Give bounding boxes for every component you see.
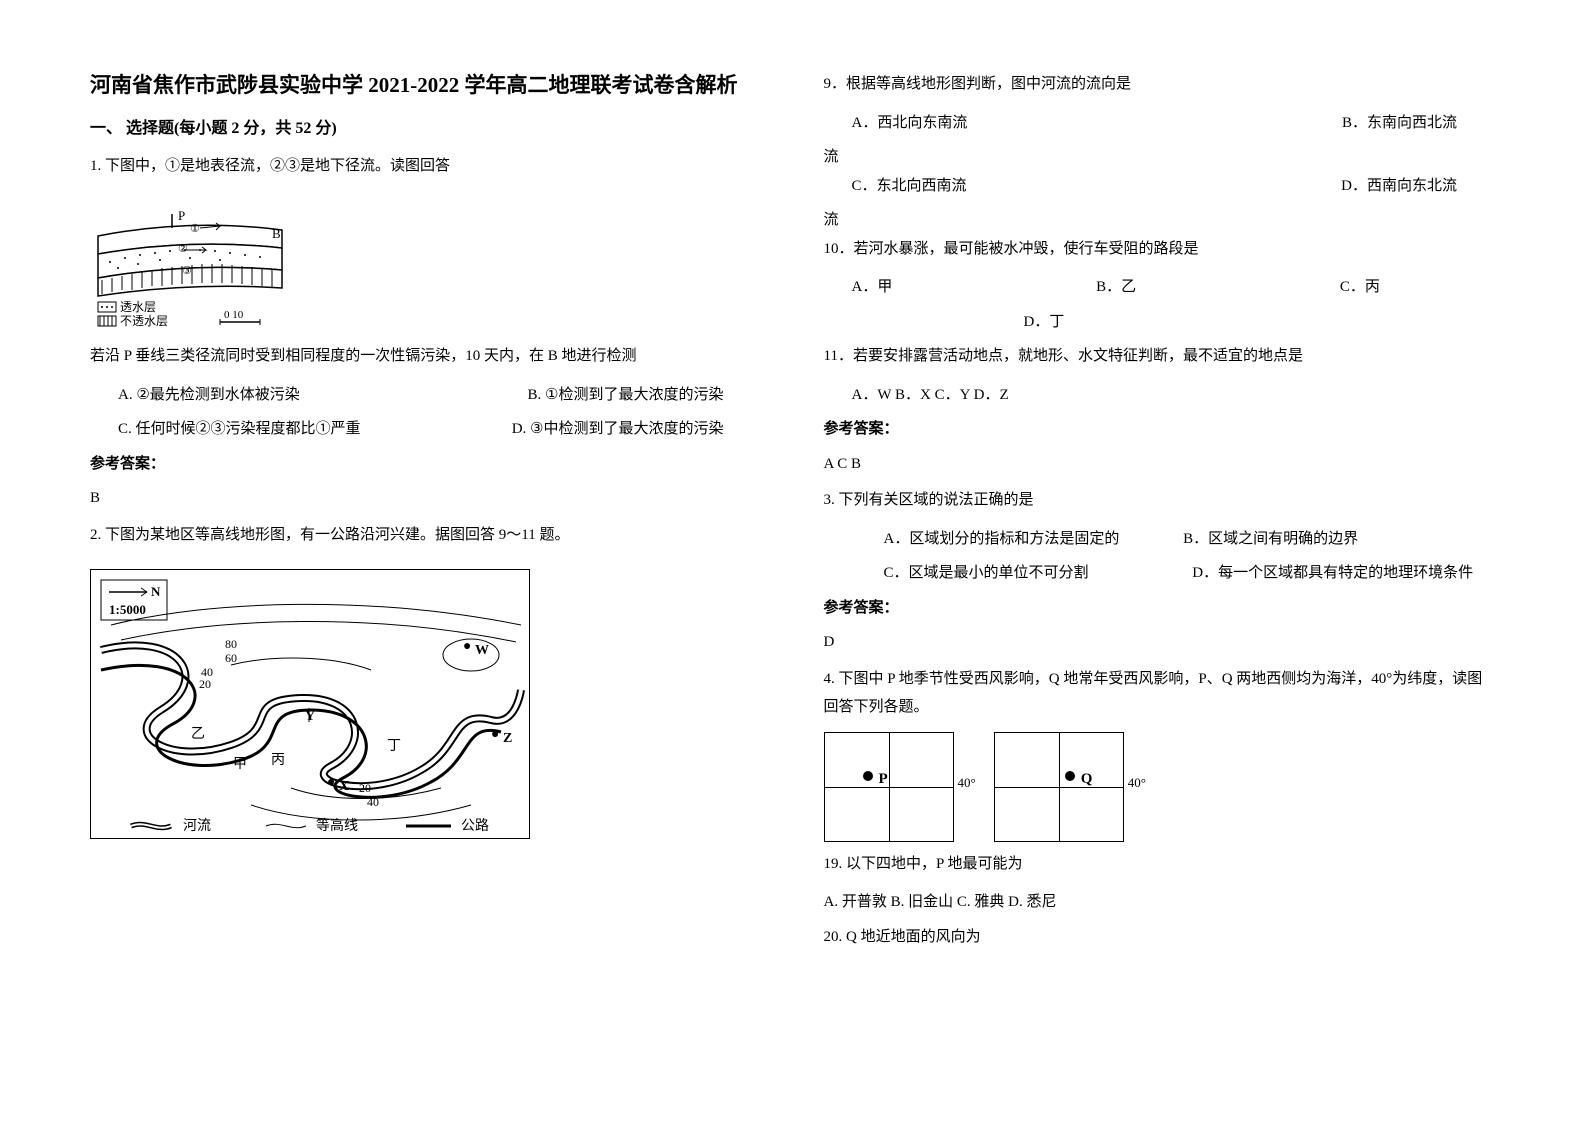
q3-opt-d: D．每一个区域都具有特定的地理环境条件 — [1192, 565, 1473, 581]
pq-box-p: P — [824, 732, 954, 842]
q9-opt-d: D．西南向东北流 — [1341, 172, 1457, 201]
svg-text:●: ● — [463, 639, 471, 654]
q11-opts: A．W B．X C．Y D．Z — [824, 381, 1498, 410]
left-column: 河南省焦作市武陟县实验中学 2021-2022 学年高二地理联考试卷含解析 一、… — [90, 70, 764, 1052]
q10-opt-a: A．甲 — [852, 279, 893, 295]
svg-text:不透水层: 不透水层 — [120, 314, 168, 328]
q4-figure: P 40° Q 40° — [824, 732, 1498, 842]
q1-stem: 1. 下图中，①是地表径流，②③是地下径流。读图回答 — [90, 152, 764, 181]
q11-ans: A C B — [824, 450, 1498, 479]
svg-text:甲: 甲 — [233, 757, 247, 772]
svg-text:W: W — [475, 643, 489, 658]
q10-opt-c: C．丙 — [1340, 279, 1380, 295]
right-column: 9．根据等高线地形图判断，图中河流的流向是 A．西北向东南流 B．东南向西北流 … — [824, 70, 1498, 1052]
svg-text:●: ● — [491, 727, 499, 742]
q11-opt-c: C．Y — [935, 387, 970, 403]
svg-text:①: ① — [190, 223, 200, 235]
q3-opts-cd: C．区域是最小的单位不可分割 D．每一个区域都具有特定的地理环境条件 — [824, 559, 1498, 588]
svg-text:河流: 河流 — [183, 818, 211, 834]
q1-figure: P B ① ② ③ 透水层 不透水层 0 10 — [90, 200, 290, 330]
q3-ans-label: 参考答案： — [824, 594, 1498, 623]
q19-opts: A. 开普敦 B. 旧金山 C. 雅典 D. 悉尼 — [824, 888, 1498, 917]
q10-stem: 10．若河水暴涨，最可能被水冲毁，使行车受阻的路段是 — [824, 235, 1498, 264]
q11-ans-label: 参考答案： — [824, 415, 1498, 444]
svg-text:乙: 乙 — [191, 726, 205, 742]
svg-text:40: 40 — [367, 795, 379, 809]
q9-wrap2: 流 — [824, 206, 1498, 235]
q1-opts-cd: C. 任何时候②③污染程度都比①严重 D. ③中检测到了最大浓度的污染 — [90, 415, 764, 444]
q1-opt-d: D. ③中检测到了最大浓度的污染 — [512, 415, 724, 444]
q1-opt-b: B. ①检测到了最大浓度的污染 — [528, 381, 724, 410]
q9-opt-b: B．东南向西北流 — [1342, 109, 1457, 138]
svg-text:②: ② — [178, 243, 188, 255]
svg-text:Y: Y — [305, 709, 315, 724]
q3-opts-ab: A．区域划分的指标和方法是固定的 B．区域之间有明确的边界 — [824, 525, 1498, 554]
q1-postfig: 若沿 P 垂线三类径流同时受到相同程度的一次性镉污染，10 天内，在 B 地进行… — [90, 342, 764, 371]
pq-label-q: Q — [1081, 765, 1093, 794]
q19-opt-a: A. 开普敦 — [824, 894, 887, 910]
q1-ans-label: 参考答案： — [90, 450, 764, 479]
svg-text:丁: 丁 — [387, 739, 401, 754]
q9-opt-c: C．东北向西南流 — [852, 172, 967, 201]
pq-lat-1: 40° — [958, 771, 976, 796]
pq-box-q: Q — [994, 732, 1124, 842]
svg-text:●: ● — [327, 775, 335, 790]
svg-text:60: 60 — [225, 651, 237, 665]
pq-lat-2: 40° — [1128, 771, 1146, 796]
svg-text:0 10: 0 10 — [224, 309, 244, 321]
q10-opt-b: B．乙 — [1096, 279, 1136, 295]
q10-opts-abc: A．甲 B．乙 C．丙 — [824, 273, 1498, 302]
svg-text:20: 20 — [199, 677, 211, 691]
section-heading: 一、 选择题(每小题 2 分，共 52 分) — [90, 114, 764, 144]
svg-text:透水层: 透水层 — [120, 300, 156, 314]
pq-dot-p — [863, 771, 873, 781]
q9-opt-a: A．西北向东南流 — [852, 109, 968, 138]
q3-opt-a: A．区域划分的指标和方法是固定的 — [884, 531, 1120, 547]
q9-opts-cd: C．东北向西南流 D．西南向东北流 — [824, 172, 1498, 201]
q1-opt-a: A. ②最先检测到水体被污染 — [118, 381, 300, 410]
q1-opts-ab: A. ②最先检测到水体被污染 B. ①检测到了最大浓度的污染 — [90, 381, 764, 410]
svg-text:20: 20 — [359, 781, 371, 795]
q10-opt-d: D．丁 — [1024, 314, 1065, 330]
q19-opt-d: D. 悉尼 — [1008, 894, 1056, 910]
q11-opt-a: A．W — [852, 387, 892, 403]
q19-stem: 19. 以下四地中，P 地最可能为 — [824, 850, 1498, 879]
q1-ans: B — [90, 484, 764, 513]
svg-text:P: P — [178, 208, 185, 223]
runoff-svg: P B ① ② ③ 透水层 不透水层 0 10 — [90, 200, 290, 330]
q19-opt-c: C. 雅典 — [957, 894, 1005, 910]
q4-stem: 4. 下图中 P 地季节性受西风影响，Q 地常年受西风影响，P、Q 两地西侧均为… — [824, 665, 1498, 722]
svg-text:③: ③ — [182, 265, 192, 277]
svg-text:B: B — [272, 226, 281, 241]
q11-stem: 11．若要安排露营活动地点，就地形、水文特征判断，最不适宜的地点是 — [824, 342, 1498, 371]
q20-stem: 20. Q 地近地面的风向为 — [824, 923, 1498, 952]
q9-opts-ab: A．西北向东南流 B．东南向西北流 — [824, 109, 1498, 138]
svg-text:X: X — [339, 779, 349, 794]
svg-text:N: N — [151, 584, 161, 599]
q1-opt-c: C. 任何时候②③污染程度都比①严重 — [118, 415, 361, 444]
q11-opt-d: D．Z — [974, 387, 1009, 403]
q10-opts-d: D．丁 — [824, 308, 1498, 337]
q3-opt-c: C．区域是最小的单位不可分割 — [884, 565, 1089, 581]
q19-opt-b: B. 旧金山 — [891, 894, 954, 910]
q3-opt-b: B．区域之间有明确的边界 — [1183, 531, 1358, 547]
doc-title: 河南省焦作市武陟县实验中学 2021-2022 学年高二地理联考试卷含解析 — [90, 70, 764, 102]
svg-text:公路: 公路 — [461, 818, 489, 834]
q3-stem: 3. 下列有关区域的说法正确的是 — [824, 486, 1498, 515]
pq-dot-q — [1065, 771, 1075, 781]
pq-v2 — [1059, 733, 1060, 841]
pq-v — [889, 733, 890, 841]
svg-text:等高线: 等高线 — [316, 817, 358, 834]
pq-label-p: P — [879, 765, 888, 794]
svg-text:80: 80 — [225, 637, 237, 651]
q9-wrap1: 流 — [824, 143, 1498, 172]
q3-ans: D — [824, 628, 1498, 657]
q2-stem: 2. 下图为某地区等高线地形图，有一公路沿河兴建。据图回答 9～11 题。 — [90, 521, 764, 550]
svg-text:丙: 丙 — [271, 753, 285, 768]
svg-text:1:5000: 1:5000 — [109, 602, 146, 617]
svg-text:Z: Z — [503, 731, 512, 746]
q2-figure: N 1:5000 80 60 40 20 20 40 ● — [90, 569, 530, 839]
q9-stem: 9．根据等高线地形图判断，图中河流的流向是 — [824, 70, 1498, 99]
q11-opt-b: B．X — [895, 387, 931, 403]
